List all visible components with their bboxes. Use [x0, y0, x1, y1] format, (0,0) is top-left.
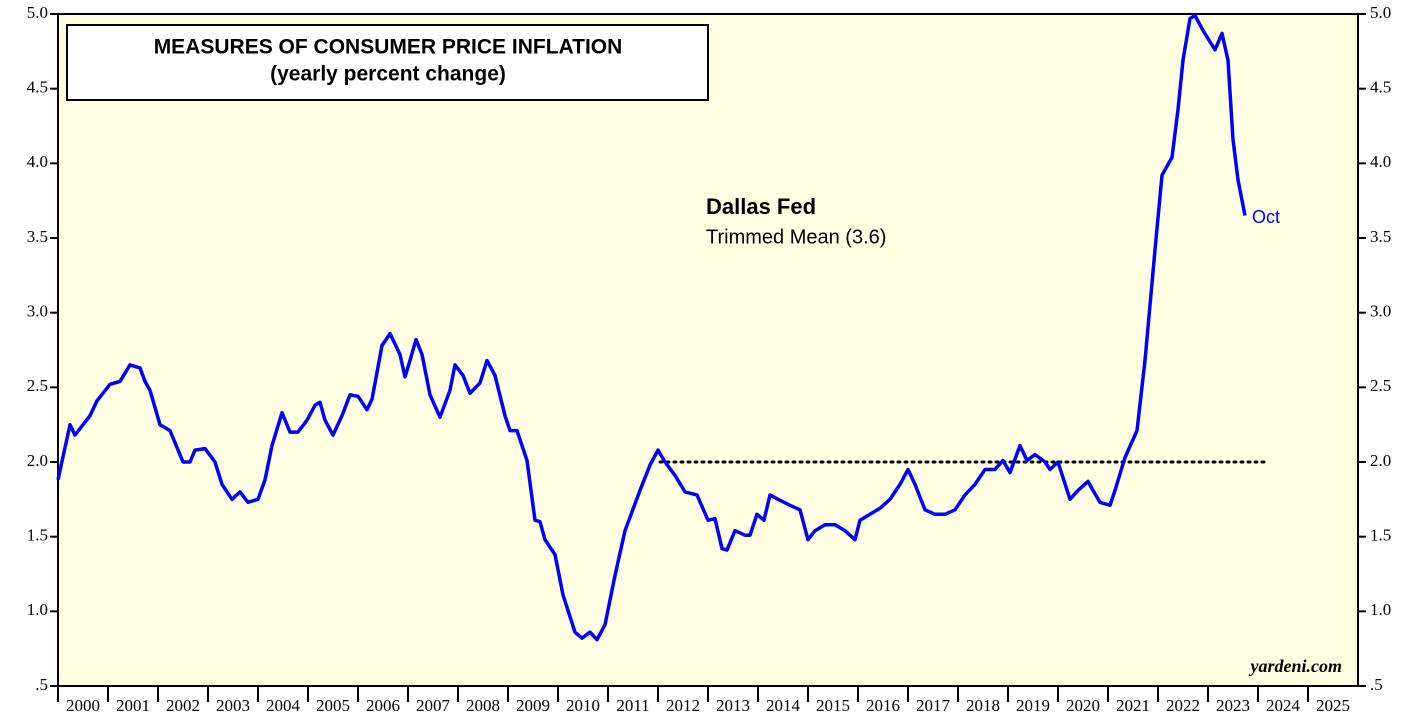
y2-tick-label: 5.0: [1370, 3, 1391, 22]
x-tick-label: 2016: [866, 696, 900, 715]
x-tick-label: 2004: [266, 696, 301, 715]
y2-tick-label: 1.0: [1370, 600, 1391, 619]
end-label: Oct: [1252, 207, 1280, 227]
y-tick-label: 2.5: [27, 376, 48, 395]
series-label: Trimmed Mean (3.6): [706, 226, 886, 248]
y-tick-label: .5: [35, 675, 48, 694]
y2-tick-label: .5: [1370, 675, 1383, 694]
y-tick-label: 2.0: [27, 451, 48, 470]
y2-tick-label: 3.0: [1370, 302, 1391, 321]
y2-tick-label: 1.5: [1370, 526, 1391, 545]
x-tick-label: 2020: [1066, 696, 1100, 715]
x-tick-label: 2018: [966, 696, 1000, 715]
x-tick-label: 2007: [416, 696, 451, 715]
x-tick-label: 2019: [1016, 696, 1050, 715]
chart-title: MEASURES OF CONSUMER PRICE INFLATION: [154, 36, 623, 59]
y-tick-label: 1.0: [27, 600, 48, 619]
x-tick-label: 2014: [766, 696, 801, 715]
x-tick-label: 2006: [366, 696, 400, 715]
y-tick-label: 4.0: [27, 152, 48, 171]
x-tick-label: 2015: [816, 696, 850, 715]
y2-tick-label: 4.5: [1370, 78, 1391, 97]
x-tick-label: 2017: [916, 696, 951, 715]
y2-tick-label: 4.0: [1370, 152, 1391, 171]
x-tick-label: 2009: [516, 696, 550, 715]
plot-area: [57, 13, 1359, 687]
y2-tick-label: 2.5: [1370, 376, 1391, 395]
x-tick-label: 2023: [1216, 696, 1250, 715]
x-tick-label: 2024: [1266, 696, 1301, 715]
title-box: [66, 24, 709, 101]
y2-tick-label: 2.0: [1370, 451, 1391, 470]
x-tick-label: 2008: [466, 696, 500, 715]
series-title: Dallas Fed: [706, 194, 816, 219]
x-tick-label: 2002: [166, 696, 200, 715]
x-tick-label: 2013: [716, 696, 750, 715]
x-tick-label: 2003: [216, 696, 250, 715]
y-tick-label: 3.0: [27, 302, 48, 321]
y-tick-label: 4.5: [27, 78, 48, 97]
series-line: [56, 13, 1247, 642]
y2-tick-label: 3.5: [1370, 227, 1391, 246]
chart-subtitle: (yearly percent change): [270, 63, 506, 86]
x-tick-label: 2012: [666, 696, 700, 715]
x-tick-label: 2025: [1316, 696, 1350, 715]
x-tick-label: 2011: [616, 696, 649, 715]
y-tick-label: 1.5: [27, 526, 48, 545]
x-tick-label: 2022: [1166, 696, 1200, 715]
x-tick-label: 2000: [66, 696, 100, 715]
x-tick-label: 2021: [1116, 696, 1150, 715]
x-tick-label: 2005: [316, 696, 350, 715]
x-tick-label: 2001: [116, 696, 150, 715]
x-tick-label: 2010: [566, 696, 600, 715]
y-tick-label: 5.0: [27, 3, 48, 22]
source: yardeni.com: [1249, 656, 1343, 676]
y-tick-label: 3.5: [27, 227, 48, 246]
